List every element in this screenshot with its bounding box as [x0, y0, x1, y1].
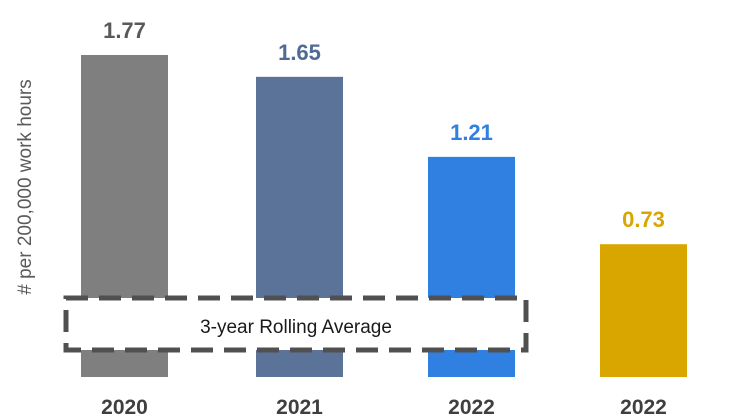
x-tick-label-1: 2021 — [276, 396, 323, 419]
value-label-1: 1.65 — [278, 40, 321, 65]
rolling-average-dashed-box — [63, 295, 529, 353]
value-labels-group: 1.77 1.65 1.21 0.73 — [103, 18, 665, 232]
y-axis-label: # per 200,000 work hours — [15, 79, 36, 294]
bars-group — [81, 55, 687, 377]
x-tick-labels-group: 2020 2021 2022 2022 — [101, 396, 667, 419]
x-tick-label-0: 2020 — [101, 396, 148, 419]
x-tick-label-3: 2022 — [620, 396, 667, 419]
bar-3 — [600, 244, 687, 377]
value-label-0: 1.77 — [103, 18, 146, 43]
value-label-2: 1.21 — [450, 120, 493, 145]
rolling-average-annotation: 3-year Rolling Average — [63, 295, 529, 353]
x-tick-label-2: 2022 — [448, 396, 495, 419]
value-label-3: 0.73 — [622, 207, 665, 232]
rolling-average-label: 3-year Rolling Average — [200, 317, 392, 338]
